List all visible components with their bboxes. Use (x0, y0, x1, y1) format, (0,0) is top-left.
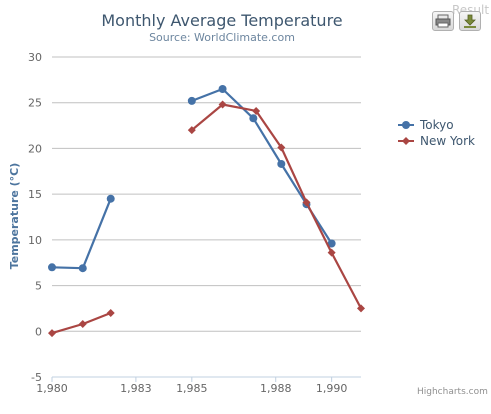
export-toolbar (432, 11, 484, 33)
print-button[interactable] (432, 11, 454, 31)
x-tick-label: 1,980 (36, 382, 68, 395)
data-point (187, 126, 196, 135)
credits-link[interactable]: Highcharts.com (417, 387, 488, 397)
data-point (78, 264, 87, 273)
data-point (48, 329, 56, 338)
data-point (106, 194, 115, 203)
y-axis-ticks: -5 0 5 10 15 20 25 30 (28, 51, 42, 384)
data-point (48, 263, 56, 272)
y-tick-label: -5 (31, 371, 42, 384)
download-icon (464, 14, 476, 28)
data-point (106, 309, 115, 317)
legend-item[interactable]: New York (398, 134, 475, 148)
y-tick-label: 10 (28, 234, 42, 247)
legend-marker (402, 137, 410, 145)
series-line (51, 87, 333, 270)
legend-label: Tokyo (419, 118, 454, 132)
data-point (277, 159, 286, 168)
y-tick-label: 0 (35, 325, 42, 338)
legend: Tokyo New York (398, 118, 475, 148)
x-tick-label: 1,988 (260, 382, 292, 395)
data-point (327, 248, 336, 257)
y-tick-label: 25 (28, 97, 42, 110)
printer-icon (435, 14, 451, 28)
x-tick-label: 1,990 (316, 382, 348, 395)
x-tick-label: 1,983 (120, 382, 152, 395)
y-tick-label: 20 (28, 142, 42, 155)
series-tokyo (48, 85, 336, 273)
data-point (78, 319, 87, 328)
grid-lines (52, 56, 361, 378)
y-tick-label: 5 (35, 280, 42, 293)
data-point (187, 96, 196, 105)
y-tick-label: 30 (28, 51, 42, 64)
x-tick-label: 1,985 (176, 382, 208, 395)
legend-item[interactable]: Tokyo (398, 118, 454, 132)
x-axis: 1,980 1,983 1,985 1,988 1,990 (36, 376, 361, 395)
y-tick-label: 15 (28, 188, 42, 201)
data-point (249, 114, 258, 123)
data-point (252, 106, 261, 115)
data-point (357, 304, 365, 313)
chart-subtitle: Source: WorldClimate.com (149, 31, 295, 44)
export-button[interactable] (459, 11, 481, 31)
series-new-york (48, 100, 365, 338)
y-axis-title: Temperature (°C) (8, 163, 21, 270)
data-point (218, 85, 227, 93)
data-point (277, 143, 286, 152)
chart-title: Monthly Average Temperature (101, 11, 342, 30)
legend-marker (402, 121, 410, 129)
series-line (51, 103, 362, 335)
data-point (302, 198, 311, 207)
legend-label: New York (420, 134, 475, 148)
data-point (218, 100, 227, 109)
data-point (327, 239, 336, 248)
series-layer (48, 85, 365, 338)
